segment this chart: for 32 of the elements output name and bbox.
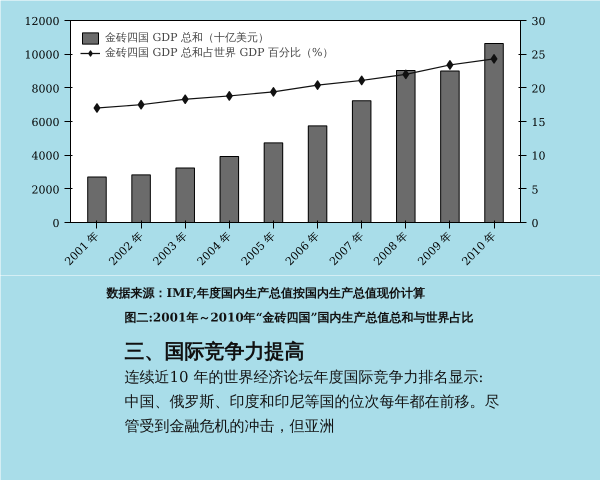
y-tick-label: 4000 — [32, 150, 60, 163]
point — [182, 94, 189, 104]
point — [490, 54, 498, 64]
text: 图二:2001年～2010年“金砖四国”国内生产总值总和与世界占比 — [124, 310, 474, 324]
y2-tick-label: 10 — [532, 150, 546, 163]
point — [402, 69, 410, 80]
y2-tick-label: 15 — [532, 116, 546, 129]
point — [270, 86, 277, 97]
point — [314, 80, 322, 90]
text: 连续近10 年的世界经济论坛年度国际竞争力排名显示: — [124, 368, 484, 386]
y2-tick-label: 30 — [532, 15, 546, 28]
y2-tick-label: 20 — [532, 82, 546, 96]
text: 中国、俄罗斯、印度和印尼等国的位次每年都在前移。尽 — [124, 392, 500, 410]
y-tick-label: 12000 — [24, 15, 60, 28]
point — [226, 90, 233, 101]
y-tick-label: 8000 — [32, 82, 60, 96]
y2-tick-label: 25 — [532, 48, 546, 62]
point — [358, 75, 366, 86]
point — [446, 60, 454, 70]
text: 三、国际竞争力提高 — [124, 339, 304, 364]
y-tick-label: 2000 — [32, 183, 60, 196]
y2-tick-label: 0 — [532, 217, 538, 230]
y-tick-label: 10000 — [24, 48, 60, 62]
source-note: 数据来源：IMF,年度国内生产总值按国内生产总值现价计算 — [106, 286, 425, 300]
legend-label: 金砖四国 GDP 总和（十亿美元） — [105, 30, 270, 45]
y-tick-label: 0 — [52, 217, 60, 230]
y2-tick-label: 5 — [532, 183, 538, 196]
point — [138, 100, 145, 110]
point — [93, 103, 100, 114]
text: 管受到金融危机的冲击，但亚洲 — [124, 416, 334, 435]
legend-label: 金砖四国 GDP 总和占世界 GDP 百分比（%） — [105, 45, 334, 60]
y-tick-label: 6000 — [32, 116, 60, 129]
